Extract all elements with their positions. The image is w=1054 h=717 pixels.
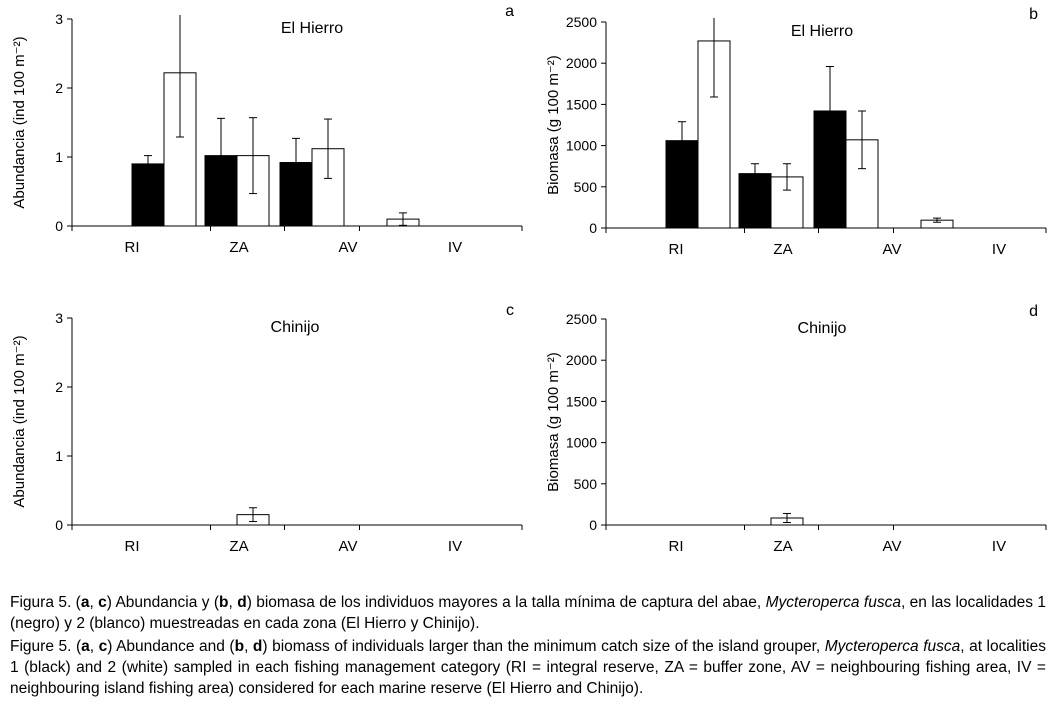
caption-en-text: , at localities 1 (black) and 2 (white) … [10,638,1047,697]
category-label-b-ri: RI [669,241,684,258]
caption-spanish: Figura 5. (a, c) Abundancia y (b, d) bio… [10,592,1046,634]
y-tick-label-d: 2500 [566,311,597,327]
caption-en-text: ( [71,638,82,655]
category-label-c-av: AV [339,538,358,555]
caption-en-ref-c: c [98,638,108,655]
chart-panel-c: 0 1 2 3 RI ZA AV IV Abundancia (ind 100 m⁻²) Chin… [11,302,523,555]
y-tick-label-b: 1500 [566,96,597,112]
caption-english: Figure 5. (a, c) Abundance and (b, d) bi… [10,636,1046,699]
caption-es-label-a: Figura [10,594,54,611]
caption-es-species: Mycteroperca fusca [765,594,901,611]
category-label-c-za: ZA [229,538,248,555]
caption-es-text: , [228,594,238,611]
y-tick-label-a: 0 [55,218,63,234]
panel-letter-d: d [1029,303,1038,320]
panel-title-b: El Hierro [791,23,853,40]
y-axis-label-b: Biomasa (g 100 m⁻²) [545,55,562,195]
caption-en-text: , [89,638,99,655]
caption-en-species: Mycteroperca fusca [824,638,961,655]
category-label-d-za: ZA [773,538,792,555]
caption-es-text: ) biomasa de los individuos mayores a la… [246,594,766,611]
panel-letter-b: b [1029,6,1038,23]
caption-es-ref-b: b [219,594,229,611]
panel-title-a: El Hierro [281,20,343,37]
y-tick-label-a: 2 [55,80,63,96]
category-label-b-za: ZA [773,241,792,258]
y-axis-label-d: Biomasa (g 100 m⁻²) [545,352,562,492]
caption-en-text: ) biomass of individuals larger than the… [262,638,825,655]
y-tick-label-b: 2500 [566,14,597,30]
caption-es-ref-a: a [80,594,90,611]
caption-en-text: , [244,638,253,655]
panel-title-d: Chinijo [798,320,847,337]
y-tick-label-d: 1500 [566,393,597,409]
y-tick-label-c: 2 [55,379,63,395]
category-label-a-za: ZA [229,239,248,256]
y-tick-label-c: 3 [55,310,63,326]
panel-letter-a: a [505,3,514,20]
y-axis-label-c: Abundancia (ind 100 m⁻²) [11,335,28,507]
y-tick-label-a: 1 [55,149,63,165]
category-label-b-iv: IV [992,241,1006,258]
category-label-d-ri: RI [669,538,684,555]
bar-a-ri-locality1 [131,163,165,227]
y-tick-label-b: 0 [589,220,597,236]
category-label-a-iv: IV [448,239,462,256]
caption-en-ref-a: a [81,638,90,655]
chart-panel-d: 0 500 1000 1500 2000 2500 RI ZA AV IV Biomasa (g 1… [545,303,1047,555]
figure-panels: 0 1 2 3 RI ZA AV IV Abundancia (ind 100 m⁻²) El H… [11,3,1047,555]
category-label-b-av: AV [883,241,902,258]
category-label-c-ri: RI [125,538,140,555]
chart-panel-b: 0 500 1000 1500 2000 2500 RI ZA AV IV Biomasa (g 1… [545,6,1047,258]
y-axis-label-a: Abundancia (ind 100 m⁻²) [11,36,28,208]
category-label-a-ri: RI [125,239,140,256]
caption-en-ref-b: b [234,638,245,655]
y-tick-label-b: 500 [574,179,598,195]
caption-en-label: Figure 5. [10,638,72,655]
caption-es-text: , en las localidades 1 (negro) y 2 (blan… [10,594,1047,632]
y-tick-label-b: 1000 [566,138,597,154]
category-label-d-iv: IV [992,538,1006,555]
caption-es-text: ) Abundancia y ( [106,594,220,611]
caption-en-ref-d: d [252,638,263,655]
y-tick-label-d: 500 [574,476,598,492]
category-label-a-av: AV [339,239,358,256]
caption-es-label: Figura 5. [10,594,71,611]
panel-title-c: Chinijo [271,319,320,336]
category-label-c-iv: IV [448,538,462,555]
caption-es-ref-d: d [237,594,247,611]
panel-letter-c: c [506,302,514,319]
chart-panel-a: 0 1 2 3 RI ZA AV IV Abundancia (ind 100 m⁻²) El H… [11,3,523,256]
caption-en-text: ) Abundance and ( [107,638,235,655]
y-tick-label-b: 2000 [566,55,597,71]
caption-es-text: ( [71,594,81,611]
category-label-d-av: AV [883,538,902,555]
y-tick-label-c: 1 [55,448,63,464]
caption-es-ref-c: c [98,594,107,611]
y-tick-label-d: 2000 [566,352,597,368]
y-tick-label-d: 0 [589,517,597,533]
y-tick-label-a: 3 [55,11,63,27]
y-tick-label-d: 1000 [566,435,597,451]
caption-es-text: , [89,594,99,611]
caption-es-label-b: 5. [53,594,72,611]
y-tick-label-c: 0 [55,517,63,533]
